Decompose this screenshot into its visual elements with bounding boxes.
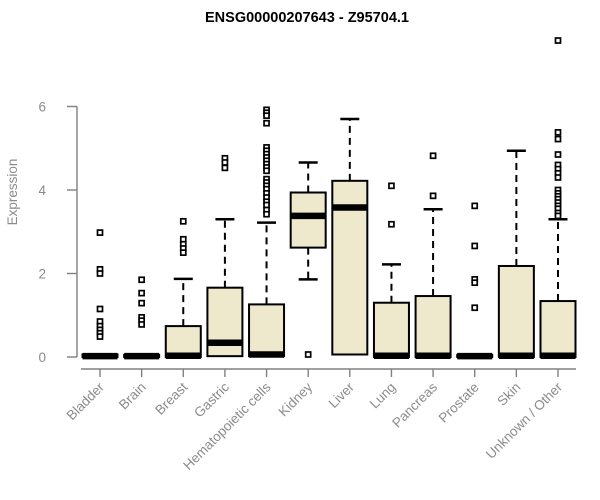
box-Breast <box>164 325 202 359</box>
outlier-point <box>179 217 187 225</box>
outlier-point <box>138 299 145 307</box>
x-tick-label: Gastric <box>191 379 232 420</box>
x-tick-label: Breast <box>152 379 190 417</box>
box-Pancreas <box>414 295 452 359</box>
outlier-point <box>554 37 562 44</box>
outlier-point <box>429 192 437 200</box>
y-tick-label: 4 <box>38 183 46 198</box>
chart-title: ENSG00000207643 - Z95704.1 <box>205 10 409 26</box>
outlier-point <box>388 220 395 228</box>
outlier-point <box>138 321 145 328</box>
outlier-point <box>138 276 145 284</box>
y-axis-label: Expression <box>5 159 20 226</box>
outlier-point <box>221 159 229 166</box>
outlier-point <box>96 229 104 236</box>
outlier-point <box>263 167 270 175</box>
x-tick-label: Brain <box>116 380 149 413</box>
x-tick-label: Bladder <box>64 379 108 423</box>
outlier-point <box>471 242 479 250</box>
outlier-point <box>263 112 270 120</box>
outlier-point <box>554 174 562 181</box>
outlier-point <box>221 164 229 172</box>
y-tick-label: 6 <box>38 99 46 114</box>
outlier-point <box>179 249 187 256</box>
box-Lung <box>372 301 410 359</box>
outlier-point <box>138 289 145 297</box>
outlier-point <box>388 182 395 190</box>
x-tick-label: Liver <box>326 379 358 411</box>
x-tick-label: Unknown / Other <box>483 379 566 462</box>
outlier-point <box>263 119 270 127</box>
outlier-point <box>554 129 562 136</box>
box-Kidney <box>289 191 327 249</box>
x-tick-label: Pancreas <box>389 379 440 430</box>
x-tick-label: Lung <box>367 380 399 412</box>
outlier-point <box>429 152 437 160</box>
box-Skin <box>497 264 535 358</box>
outlier-point <box>554 212 562 220</box>
box-Unknown / Other <box>539 300 577 358</box>
outlier-point <box>554 151 562 158</box>
outlier-point <box>96 305 104 313</box>
outlier-point <box>471 304 479 312</box>
outlier-point <box>304 351 312 358</box>
y-tick-label: 2 <box>38 266 46 281</box>
outlier-point <box>263 210 270 218</box>
box-Hematopoietic cells <box>248 303 286 358</box>
x-tick-label: Skin <box>494 380 523 409</box>
outlier-point <box>471 202 479 210</box>
outlier-point <box>471 279 479 287</box>
outlier-point <box>554 135 562 143</box>
x-tick-label: Kidney <box>276 379 316 419</box>
outlier-point <box>96 333 104 340</box>
y-tick-label: 0 <box>38 350 46 365</box>
outlier-point <box>96 270 104 277</box>
x-tick-label: Prostate <box>436 380 482 426</box>
